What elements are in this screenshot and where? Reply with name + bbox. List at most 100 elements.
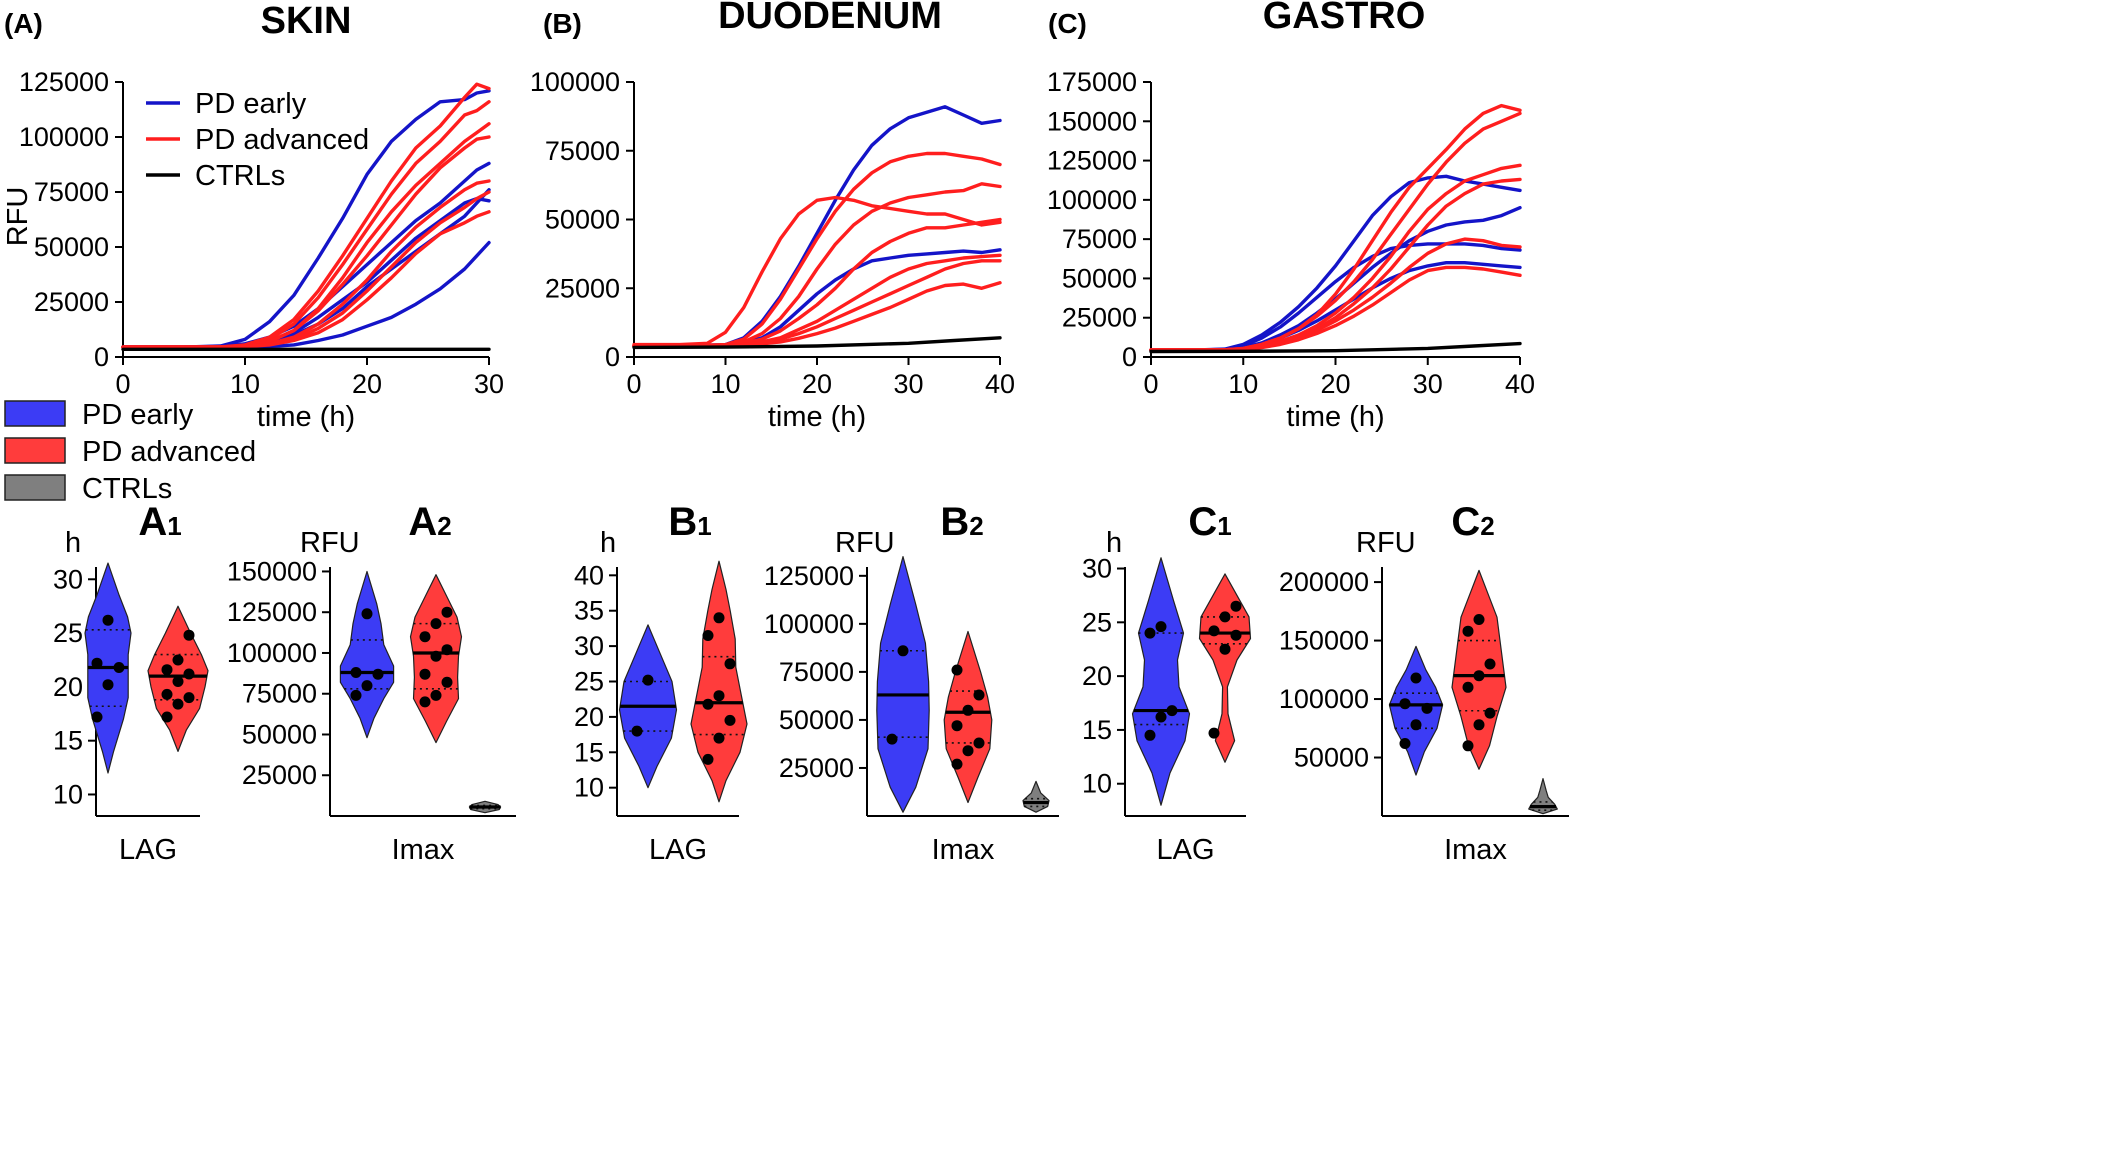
- data-point: [172, 654, 184, 666]
- y-tick-label: 100000: [227, 638, 317, 668]
- y-tick-label: 150000: [1047, 106, 1137, 136]
- series-line-pd-early: [632, 248, 1002, 348]
- data-point: [1144, 729, 1156, 741]
- y-tick-label: 100000: [530, 67, 620, 97]
- data-point: [102, 614, 114, 626]
- series-line-ctrls: [1149, 341, 1522, 354]
- data-point: [631, 725, 643, 737]
- data-point: [172, 698, 184, 710]
- data-point: [973, 737, 985, 749]
- data-point: [161, 711, 173, 723]
- y-tick-label: 30: [1082, 554, 1112, 584]
- x-tick-label: 20: [1320, 369, 1350, 399]
- violin-chart-6: C2 RFU 50000 100000 150000 200000 Imax: [1279, 500, 1569, 866]
- legend-swatch: [4, 474, 66, 501]
- y-tick-label: 50000: [1294, 743, 1369, 773]
- legend-swatch: [4, 400, 66, 427]
- violin-body: [1131, 557, 1191, 806]
- y-tick-label: 0: [94, 342, 109, 372]
- y-tick-label: 35: [574, 596, 604, 626]
- y-tick-label: 25: [574, 667, 604, 697]
- data-point: [441, 606, 453, 618]
- y-tick-label: 50000: [242, 719, 317, 749]
- x-tick-label: 30: [474, 369, 504, 399]
- data-point: [713, 690, 725, 702]
- series-line-pd-early: [121, 89, 491, 349]
- data-point: [361, 608, 373, 620]
- panel-label: B2: [940, 500, 983, 544]
- y-tick-label: 30: [574, 631, 604, 661]
- data-point: [962, 704, 974, 716]
- legend-swatch: [4, 437, 66, 464]
- y-tick-label: 25: [1082, 607, 1112, 637]
- data-point: [91, 711, 103, 723]
- x-axis-label: LAG: [1156, 834, 1214, 866]
- panel-letter: A: [408, 500, 437, 544]
- x-tick-label: 0: [1143, 369, 1158, 399]
- violin-body: [943, 630, 993, 804]
- series-line-pd-advanced: [121, 210, 491, 349]
- panel-letter: C: [1188, 500, 1217, 544]
- data-point: [1155, 621, 1167, 633]
- violin-body: [876, 555, 930, 813]
- data-point: [724, 714, 736, 726]
- violin-body: [1198, 573, 1252, 763]
- data-point: [1473, 719, 1485, 731]
- data-point: [419, 696, 431, 708]
- data-point: [713, 732, 725, 744]
- y-tick-label: 15: [574, 737, 604, 767]
- data-point: [350, 667, 362, 678]
- panel-letter: B: [940, 500, 969, 544]
- y-tick-label: 50000: [1062, 263, 1137, 293]
- x-axis-label: time (h): [257, 401, 355, 433]
- data-point: [161, 664, 173, 676]
- x-tick-label: 10: [230, 369, 260, 399]
- violin-body: [1022, 780, 1050, 813]
- series-line-ctrls: [632, 336, 1002, 350]
- data-point: [1462, 681, 1474, 693]
- y-axis-label: h: [600, 527, 616, 559]
- data-point: [113, 662, 125, 673]
- y-tick-label: 25000: [545, 273, 620, 303]
- data-point: [1219, 611, 1231, 623]
- y-tick-label: 125000: [1047, 146, 1137, 176]
- data-point: [1484, 658, 1496, 670]
- violin-chart-2: A2 RFU 25000 50000 75000 100000 125000 150000 Im…: [227, 500, 516, 866]
- violin-body: [339, 570, 395, 739]
- panel-label: (C): [1048, 8, 1087, 39]
- data-point: [419, 668, 431, 680]
- y-tick-label: 75000: [1062, 224, 1137, 254]
- y-tick-label: 75000: [545, 136, 620, 166]
- y-tick-label: 10: [1082, 769, 1112, 799]
- data-point: [724, 658, 736, 670]
- y-tick-label: 75000: [34, 177, 109, 207]
- y-tick-label: 100000: [1279, 684, 1369, 714]
- data-point: [962, 745, 974, 757]
- y-tick-label: 100000: [764, 609, 854, 639]
- x-axis-label: LAG: [649, 834, 707, 866]
- data-point: [91, 657, 103, 669]
- line-chart-3: (C) GASTRO 0 25000 50000 75000 100000 125000 150…: [1047, 0, 1535, 433]
- data-point: [1155, 711, 1167, 723]
- data-point: [172, 676, 184, 687]
- y-tick-label: 20: [1082, 661, 1112, 691]
- data-point: [1208, 727, 1220, 739]
- x-tick-label: 20: [802, 369, 832, 399]
- panel-label: C2: [1451, 500, 1494, 544]
- data-point: [183, 692, 195, 704]
- chart-title: GASTRO: [1263, 0, 1426, 37]
- x-axis-label: LAG: [119, 834, 177, 866]
- data-point: [886, 733, 898, 745]
- data-point: [1462, 625, 1474, 637]
- y-tick-label: 25000: [242, 760, 317, 790]
- violin-chart-5: C1 h 10 15 20 25 30 LAG: [1082, 500, 1252, 866]
- x-tick-label: 10: [710, 369, 740, 399]
- violin-chart-4: B2 RFU 25000 50000 75000 100000 125000 Imax: [764, 500, 1059, 866]
- x-tick-label: 0: [115, 369, 130, 399]
- data-point: [702, 698, 714, 710]
- series-line-pd-advanced: [632, 151, 1002, 348]
- y-tick-label: 100000: [19, 122, 109, 152]
- data-point: [702, 630, 714, 641]
- y-tick-label: 25: [53, 618, 83, 648]
